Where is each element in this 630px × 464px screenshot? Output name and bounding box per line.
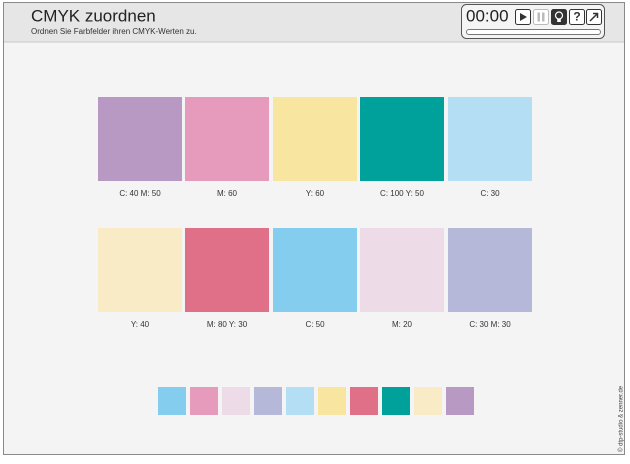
target-label: C: 50	[305, 320, 325, 329]
target-label: Y: 60	[306, 189, 325, 198]
timer: 00:00	[466, 6, 509, 25]
pause-button[interactable]	[533, 9, 549, 25]
target-swatch[interactable]	[273, 97, 357, 181]
bulb-icon	[557, 19, 561, 22]
target-label: M: 80 Y: 30	[207, 320, 248, 329]
pause-icon	[542, 12, 545, 22]
help-button[interactable]	[569, 9, 585, 25]
target-swatch[interactable]	[185, 228, 269, 312]
fullscreen-icon	[589, 12, 599, 22]
target-swatch[interactable]	[185, 97, 269, 181]
subtitle: Ordnen Sie Farbfelder ihren CMYK-Werten …	[31, 27, 197, 36]
help-icon: ?	[573, 10, 580, 24]
target-label: C: 100 Y: 50	[380, 189, 424, 198]
target-swatch[interactable]	[360, 97, 444, 181]
tray-chip[interactable]	[286, 387, 314, 415]
progress-bar	[466, 29, 601, 35]
target-label: Y: 40	[131, 320, 150, 329]
tray-chip[interactable]	[190, 387, 218, 415]
target-label: C: 30 M: 30	[469, 320, 511, 329]
tray-chip[interactable]	[158, 387, 186, 415]
target-label: M: 20	[392, 320, 413, 329]
copyright: © dtp-studio & zenner.de	[618, 385, 625, 452]
tray-chip[interactable]	[222, 387, 250, 415]
tray-chip[interactable]	[254, 387, 282, 415]
toolbar: 00:00 ?	[461, 4, 605, 39]
play-icon	[520, 13, 527, 21]
hint-button[interactable]	[551, 9, 567, 25]
target-label: C: 40 M: 50	[119, 189, 161, 198]
tray-chip[interactable]	[382, 387, 410, 415]
target-swatch[interactable]	[448, 228, 532, 312]
target-swatch[interactable]	[273, 228, 357, 312]
target-swatch[interactable]	[448, 97, 532, 181]
tray-chip[interactable]	[446, 387, 474, 415]
title: CMYK zuordnen	[31, 6, 156, 25]
pause-icon	[537, 12, 540, 22]
target-swatch[interactable]	[98, 228, 182, 312]
target-label: M: 60	[217, 189, 238, 198]
target-swatch[interactable]	[360, 228, 444, 312]
target-swatch[interactable]	[98, 97, 182, 181]
tray-chip[interactable]	[318, 387, 346, 415]
target-label: C: 30	[480, 189, 500, 198]
tray-chip[interactable]	[350, 387, 378, 415]
tray-chip[interactable]	[414, 387, 442, 415]
